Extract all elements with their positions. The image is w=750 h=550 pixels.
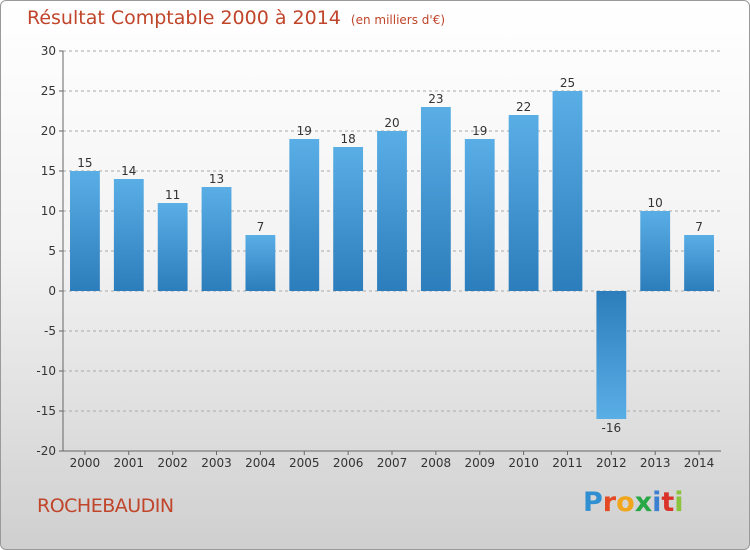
- x-tick-label: 2005: [289, 456, 320, 470]
- x-tick-label: 2007: [377, 456, 408, 470]
- y-tick-label: -20: [36, 444, 56, 458]
- title-text: Résultat Comptable 2000 à 2014: [27, 7, 341, 29]
- y-tick-label: 30: [41, 44, 56, 58]
- y-tick-label: 10: [41, 204, 56, 218]
- data-label: 19: [297, 124, 312, 138]
- data-label: 20: [384, 116, 399, 130]
- x-tick-label: 2004: [245, 456, 276, 470]
- x-tick-label: 2000: [70, 456, 101, 470]
- bar: [552, 91, 583, 291]
- logo-letter: o: [616, 487, 635, 518]
- data-label: 15: [77, 156, 92, 170]
- data-label: 14: [121, 164, 136, 178]
- x-tick-label: 2011: [552, 456, 583, 470]
- data-label: 23: [428, 92, 443, 106]
- data-labels: 15 14 11 13 7 19 18 20 23 19 22 25 -16 10 7: [77, 76, 703, 435]
- x-tick-label: 2013: [640, 456, 671, 470]
- logo-letter: i: [652, 487, 662, 518]
- data-label: 7: [257, 220, 265, 234]
- bar: [420, 107, 451, 291]
- data-label: 19: [472, 124, 487, 138]
- data-label: 25: [560, 76, 575, 90]
- y-tick-label: -15: [36, 404, 56, 418]
- logo-letter: i: [674, 487, 684, 518]
- data-label: 13: [209, 172, 224, 186]
- bar: [245, 235, 276, 291]
- bar: [201, 187, 232, 291]
- data-label: 18: [340, 132, 355, 146]
- logo-letter: x: [634, 487, 653, 518]
- data-label: 22: [516, 100, 531, 114]
- bar: [464, 139, 495, 291]
- bar: [684, 235, 714, 291]
- data-label: 10: [648, 196, 663, 210]
- chart-subtitle: (en milliers d'€): [350, 13, 446, 27]
- bar: [377, 131, 407, 291]
- bar: [113, 179, 144, 291]
- x-tick-label: 2002: [157, 456, 188, 470]
- data-label: 7: [695, 220, 703, 234]
- bar: [640, 211, 671, 291]
- logo-letter: P: [583, 487, 603, 518]
- bar: [70, 171, 100, 291]
- data-label: 11: [165, 188, 180, 202]
- bar: [289, 139, 320, 291]
- y-tick-label: 5: [48, 244, 56, 258]
- y-tick-label: 25: [41, 84, 56, 98]
- y-tick-label: 20: [41, 124, 56, 138]
- x-tick-label: 2010: [508, 456, 539, 470]
- chart-title: Résultat Comptable 2000 à 2014 (en millie…: [27, 7, 445, 29]
- bars: [70, 91, 714, 419]
- data-label: -16: [602, 421, 622, 435]
- logo-letter: r: [602, 487, 617, 518]
- y-tick-label: 0: [48, 284, 56, 298]
- x-tick-label: 2001: [114, 456, 145, 470]
- y-tick-label: 15: [41, 164, 56, 178]
- y-tick-label: -10: [36, 364, 56, 378]
- x-tick-label: 2006: [333, 456, 364, 470]
- x-tick-label: 2014: [684, 456, 715, 470]
- logo-letter: t: [661, 487, 675, 518]
- x-tick-label: 2008: [421, 456, 452, 470]
- commune-name: ROCHEBAUDIN: [37, 495, 174, 517]
- bar: [157, 203, 188, 291]
- x-tick-label: 2012: [596, 456, 627, 470]
- x-tick-label: 2009: [464, 456, 495, 470]
- proxiti-logo: Proxiti: [583, 487, 684, 518]
- x-tick-label: 2003: [201, 456, 232, 470]
- y-tick-label: -5: [44, 324, 56, 338]
- axes: 30 25 20 15 10 5 0 -5 -10 -15 -20 2000 2001 2002 2003 2…: [36, 44, 721, 470]
- bar: [508, 115, 539, 291]
- bar: [333, 147, 364, 291]
- bar: [596, 291, 627, 419]
